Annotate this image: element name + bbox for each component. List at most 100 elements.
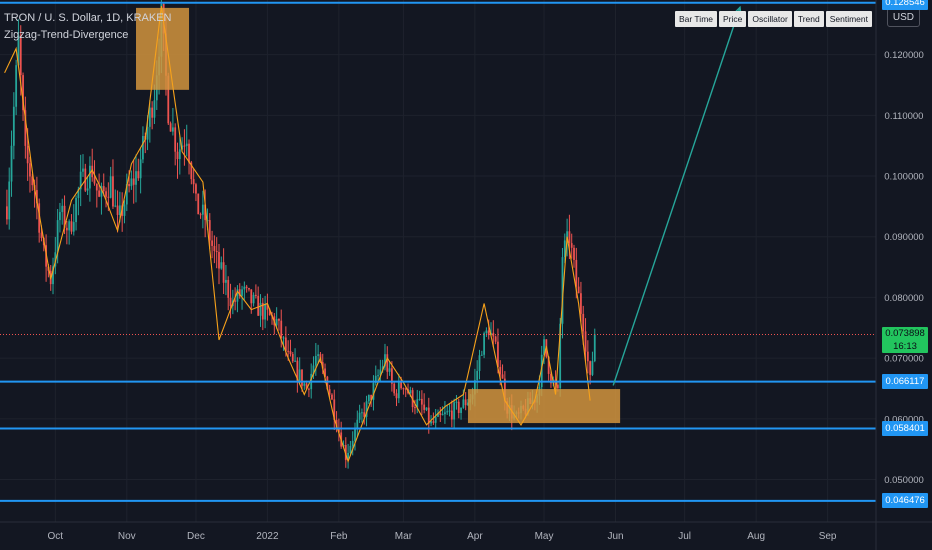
- candle-body: [188, 143, 190, 163]
- candle-body: [153, 100, 156, 118]
- candle-body: [236, 289, 239, 302]
- candle-body: [377, 375, 379, 377]
- price-button[interactable]: Price: [719, 11, 747, 27]
- candle-body: [139, 159, 142, 179]
- candle-body: [326, 376, 329, 390]
- level-price-tag: 0.066117: [882, 374, 928, 390]
- candle-body: [317, 354, 320, 356]
- candle-body: [450, 410, 453, 420]
- candle-body: [61, 205, 64, 213]
- arrow-shaft: [612, 7, 741, 386]
- candle-body: [22, 75, 24, 111]
- candle-body: [12, 106, 15, 146]
- candle-body: [333, 399, 336, 420]
- candle-body: [280, 320, 283, 339]
- candle-body: [331, 394, 333, 400]
- candle-body: [178, 149, 181, 160]
- candle-body: [296, 360, 299, 381]
- candle-body: [305, 383, 308, 389]
- candle-body: [566, 231, 568, 241]
- level-price-tag: 0.058401: [882, 421, 928, 437]
- candle-body: [586, 351, 589, 362]
- candle-body: [423, 404, 426, 410]
- candle-body: [257, 295, 260, 316]
- indicator-label: Zigzag-Trend-Divergence: [4, 29, 129, 41]
- candle-body: [211, 240, 213, 246]
- candle-body: [448, 410, 451, 412]
- candle-body: [82, 168, 84, 172]
- candle-body: [462, 399, 465, 408]
- candle-body: [487, 330, 490, 336]
- candle-body: [259, 302, 262, 316]
- candle-body: [372, 382, 375, 400]
- candle-body: [167, 75, 170, 124]
- candle-body: [15, 65, 18, 107]
- candle-body: [261, 302, 264, 320]
- bar-time-button[interactable]: Bar Time: [675, 11, 718, 27]
- candle-body: [278, 319, 280, 321]
- candle-body: [593, 334, 596, 362]
- candle-body: [559, 323, 562, 389]
- candle-body: [289, 351, 292, 355]
- candle-body: [100, 186, 103, 197]
- candle-body: [497, 341, 499, 367]
- candle-body: [227, 279, 230, 298]
- candle-body: [395, 393, 398, 399]
- candle-body: [215, 251, 218, 253]
- x-tick-label: Nov: [118, 531, 136, 542]
- candle-body: [95, 183, 98, 191]
- candle-body: [201, 204, 204, 215]
- y-tick-label: 0.110000: [885, 111, 924, 122]
- candle-body: [109, 176, 112, 198]
- candle-body: [77, 189, 80, 199]
- candle-body: [275, 319, 278, 326]
- candle-body: [354, 428, 356, 441]
- trend-button[interactable]: Trend: [793, 11, 824, 27]
- candle-body: [547, 356, 550, 374]
- zigzag-line: [4, 6, 591, 463]
- candle-series: [6, 0, 596, 469]
- oscillator-button[interactable]: Oscillator: [748, 11, 792, 27]
- candle-body: [135, 171, 137, 185]
- candle-body: [142, 135, 144, 160]
- x-axis: Oct Nov Dec 2022 Feb Mar Apr May Jun Jul Aug Sep: [0, 521, 932, 542]
- candle-body: [65, 227, 68, 231]
- candle-body: [40, 232, 43, 239]
- candle-body: [580, 293, 582, 314]
- candle-body: [416, 399, 419, 408]
- candle-body: [282, 337, 285, 339]
- candle-body: [556, 384, 559, 389]
- symbol-title: TRON / U. S. Dollar, 1D, KRAKEN: [4, 12, 172, 24]
- bar-countdown: 16:13: [893, 341, 917, 353]
- candle-body: [268, 309, 271, 316]
- candle-body: [402, 388, 405, 390]
- candle-body: [183, 145, 186, 147]
- candle-body: [453, 402, 456, 420]
- candle-body: [185, 143, 188, 146]
- candle-body: [176, 151, 179, 160]
- candle-body: [169, 123, 172, 132]
- candle-body: [243, 286, 246, 290]
- candle-body: [222, 262, 225, 283]
- candle-body: [312, 365, 315, 374]
- candle-body: [192, 179, 195, 185]
- candle-body: [38, 203, 41, 233]
- candle-body: [68, 221, 71, 231]
- candle-body: [388, 368, 391, 372]
- zigzag-indicator: [4, 5, 591, 463]
- sentiment-button[interactable]: Sentiment: [825, 11, 872, 27]
- candle-body: [213, 245, 216, 252]
- candle-body: [10, 145, 13, 182]
- x-tick-label: Dec: [187, 531, 205, 542]
- candle-body: [254, 294, 257, 296]
- candle-body: [573, 247, 575, 260]
- y-tick-label: 0.100000: [884, 172, 924, 183]
- currency-button[interactable]: USD: [886, 8, 920, 27]
- x-tick-label: Jul: [678, 531, 691, 542]
- candle-body: [499, 366, 502, 375]
- candle-body: [347, 452, 349, 461]
- candle-body: [460, 407, 462, 413]
- candle-body: [24, 110, 27, 146]
- candle-body: [291, 354, 294, 362]
